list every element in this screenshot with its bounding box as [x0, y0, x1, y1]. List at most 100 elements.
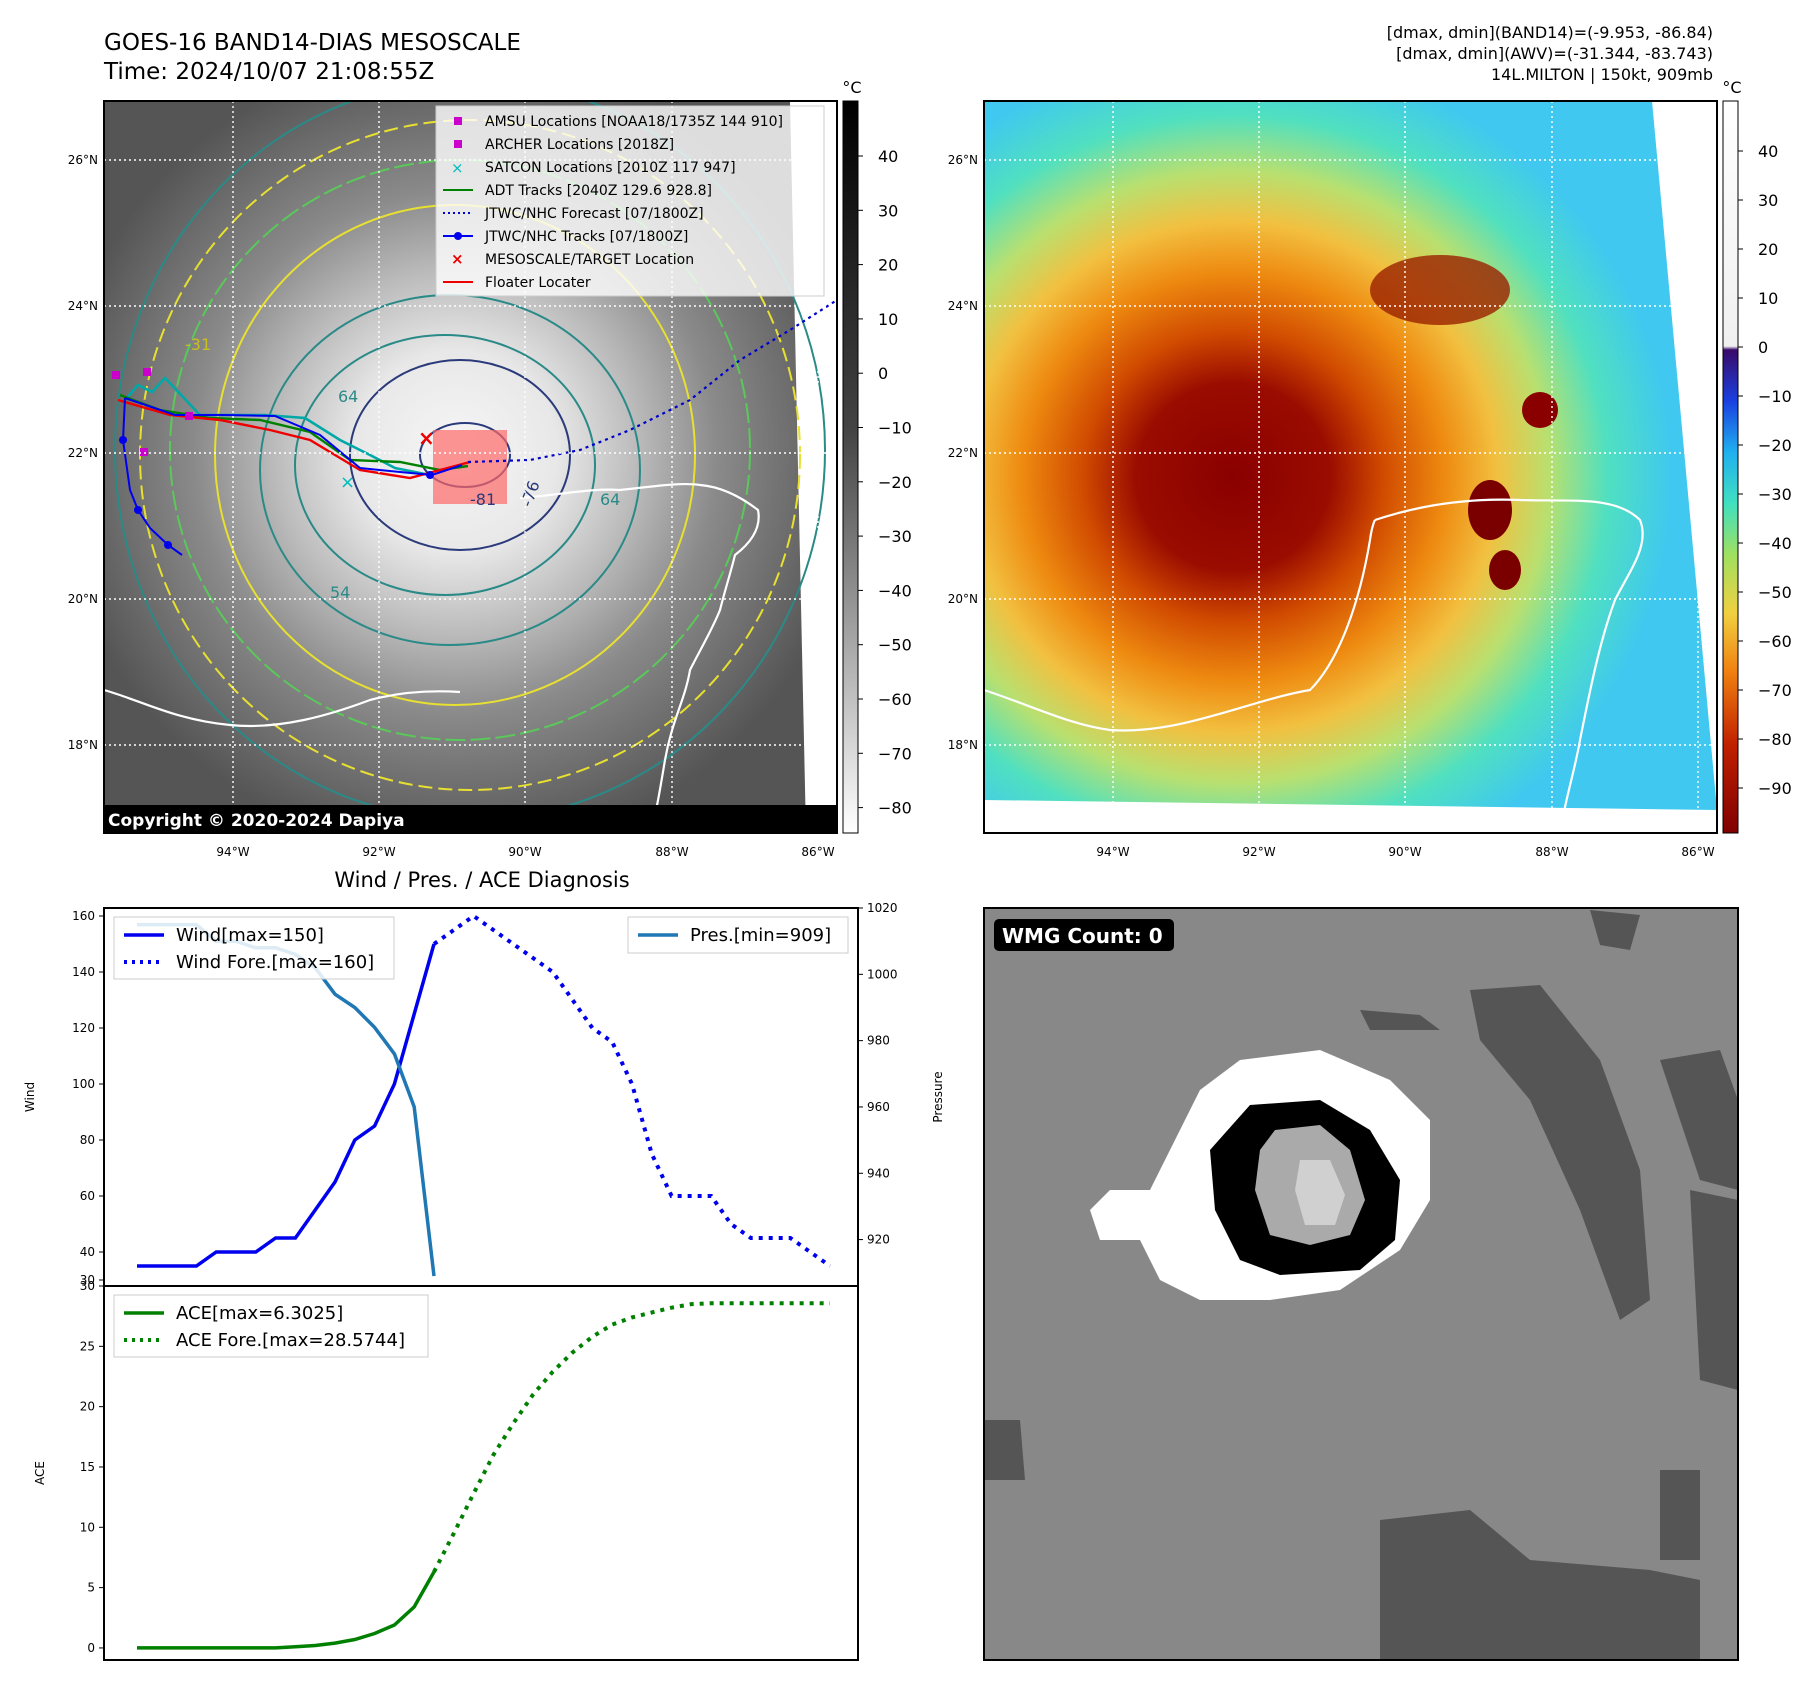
wind-tick-label: 140	[72, 965, 95, 979]
lat-label: 22°N	[68, 446, 98, 460]
series-line-1	[432, 913, 832, 1268]
ace-legend: ACE[max=6.3025] ACE Fore.[max=28.5744]	[113, 1294, 429, 1358]
wind-tick-label: 160	[72, 909, 95, 923]
colorbar-unit: °C	[842, 78, 861, 97]
wind-tick-label: 60	[80, 1189, 95, 1203]
legend-forecast: JTWC/NHC Forecast [07/1800Z]	[484, 206, 704, 222]
colorbar-tick-label: 20	[878, 256, 898, 275]
wind-tick-label: 120	[72, 1021, 95, 1035]
ace-tick-label: 15	[80, 1460, 95, 1474]
legend-wind-forecast: Wind Fore.[max=160]	[176, 952, 374, 973]
awv-map-panel: 26°N 24°N 22°N 20°N 18°N 94°W 92°W 90°W …	[948, 100, 1718, 859]
wind-pressure-chart: 160 140 120 100 80 60 40 30 1020 1000 980 960 940 92…	[23, 901, 945, 1287]
pressure-ylabel: Pressure	[931, 1071, 945, 1122]
contour-label: 54	[330, 583, 350, 602]
map-legend: AMSU Locations [NOAA18/1735Z 144 910] AR…	[435, 105, 825, 297]
info-storm: 14L.MILTON | 150kt, 909mb	[1491, 65, 1713, 84]
colorbar-tick-label: −50	[878, 636, 912, 655]
svg-text:×: ×	[451, 250, 464, 268]
wind-tick-label: 100	[72, 1077, 95, 1091]
legend-satcon: SATCON Locations [2010Z 117 947]	[485, 160, 736, 176]
colorbar-tick-label: 40	[1758, 142, 1778, 161]
ace-ylabel: ACE	[33, 1461, 47, 1485]
colorbar-tick-label: −70	[1758, 681, 1792, 700]
contour-label: 64	[600, 490, 620, 509]
ace-tick-label: 25	[80, 1339, 95, 1353]
wind-legend: Wind[max=150] Wind Fore.[max=160]	[113, 916, 395, 980]
colorbar-band14: °C 40 30 20 10 0 −10 −20 −30 −40 −50 −60 −70 −80	[842, 78, 912, 834]
info-band14: [dmax, dmin](BAND14)=(-9.953, -86.84)	[1387, 23, 1713, 42]
lon-label: 88°W	[1535, 845, 1568, 859]
colorbar-tick-label: −40	[1758, 534, 1792, 553]
colorbar-tick-label: 10	[1758, 289, 1778, 308]
colorbar-tick-label: −90	[1758, 779, 1792, 798]
colorbar-tick-label: −30	[1758, 485, 1792, 504]
pressure-tick-label: 1020	[867, 901, 898, 915]
colorbar-tick-label: −20	[1758, 436, 1792, 455]
lon-label: 88°W	[655, 845, 688, 859]
ace-tick-label: 20	[80, 1400, 95, 1414]
colorbar-awv: °C 40 30 20 10 0 −10 −20 −30 −40 −50 −60 −70 −80 −90	[1722, 78, 1792, 834]
legend-tracks: JTWC/NHC Tracks [07/1800Z]	[484, 229, 688, 245]
contour-label: -31	[185, 335, 211, 354]
ace-tick-label: 30	[80, 1279, 95, 1293]
colorbar-tick-label: 0	[1758, 338, 1768, 357]
lon-label: 90°W	[1388, 845, 1421, 859]
lon-label: 90°W	[508, 845, 541, 859]
series-line-0	[137, 1571, 436, 1650]
pressure-tick-label: 980	[867, 1034, 890, 1048]
svg-text:×: ×	[340, 472, 355, 493]
ace-tick-label: 0	[87, 1641, 95, 1655]
wmg-panel: WMG Count: 0	[983, 907, 1739, 1661]
svg-text:×: ×	[418, 426, 435, 450]
legend-archer: ARCHER Locations [2018Z]	[485, 137, 674, 153]
colorbar-tick-label: 40	[878, 147, 898, 166]
lat-label: 26°N	[68, 153, 98, 167]
colorbar-tick-label: −10	[878, 419, 912, 438]
colorbar-tick-label: −50	[1758, 583, 1792, 602]
svg-text:×: ×	[451, 159, 464, 177]
colorbar-tick-label: −30	[878, 527, 912, 546]
lon-label: 92°W	[362, 845, 395, 859]
legend-adt: ADT Tracks [2040Z 129.6 928.8]	[485, 183, 712, 199]
figure-time: Time: 2024/10/07 21:08:55Z	[103, 59, 434, 85]
lat-label: 18°N	[948, 738, 978, 752]
wind-ylabel: Wind	[23, 1082, 37, 1112]
wind-tick-label: 80	[80, 1133, 95, 1147]
colorbar-tick-label: 20	[1758, 240, 1778, 259]
colorbar-tick-label: −60	[1758, 632, 1792, 651]
lat-label: 22°N	[948, 446, 978, 460]
colorbar-tick-label: −80	[878, 799, 912, 818]
pressure-legend: Pres.[min=909]	[627, 916, 849, 954]
lat-label: 20°N	[68, 592, 98, 606]
colorbar-tick-label: −40	[878, 581, 912, 600]
colorbar-tick-label: −70	[878, 744, 912, 763]
lat-label: 24°N	[68, 299, 98, 313]
colorbar-tick-label: 0	[878, 364, 888, 383]
legend-floater: Floater Locater	[485, 275, 591, 291]
lat-label: 18°N	[68, 738, 98, 752]
colorbar-tick-label: −20	[878, 473, 912, 492]
lat-label: 24°N	[948, 299, 978, 313]
pressure-tick-label: 1000	[867, 967, 898, 981]
lat-label: 26°N	[948, 153, 978, 167]
pressure-tick-label: 960	[867, 1100, 890, 1114]
lon-label: 94°W	[216, 845, 249, 859]
lon-label: 86°W	[1681, 845, 1714, 859]
figure-title: GOES-16 BAND14-DIAS MESOSCALE	[104, 30, 521, 56]
legend-ace: ACE[max=6.3025]	[176, 1303, 343, 1324]
legend-amsu: AMSU Locations [NOAA18/1735Z 144 910]	[485, 114, 783, 130]
ace-chart: 30 25 20 15 10 5 0 ACE ACE[max=6.3025] ACE For…	[33, 1279, 859, 1661]
legend-ace-forecast: ACE Fore.[max=28.5744]	[176, 1330, 405, 1351]
colorbar-tick-label: 30	[878, 201, 898, 220]
ace-tick-label: 10	[80, 1520, 95, 1534]
colorbar-tick-label: −80	[1758, 730, 1792, 749]
ir-map-panel: × × -31 64 -81 -76 54 64	[68, 100, 838, 859]
legend-target: MESOSCALE/TARGET Location	[485, 252, 694, 268]
colorbar-unit: °C	[1722, 78, 1741, 97]
diagnosis-title: Wind / Pres. / ACE Diagnosis	[334, 868, 629, 892]
lon-label: 86°W	[801, 845, 834, 859]
colorbar-tick-label: −60	[878, 690, 912, 709]
series-line-0	[137, 943, 436, 1268]
